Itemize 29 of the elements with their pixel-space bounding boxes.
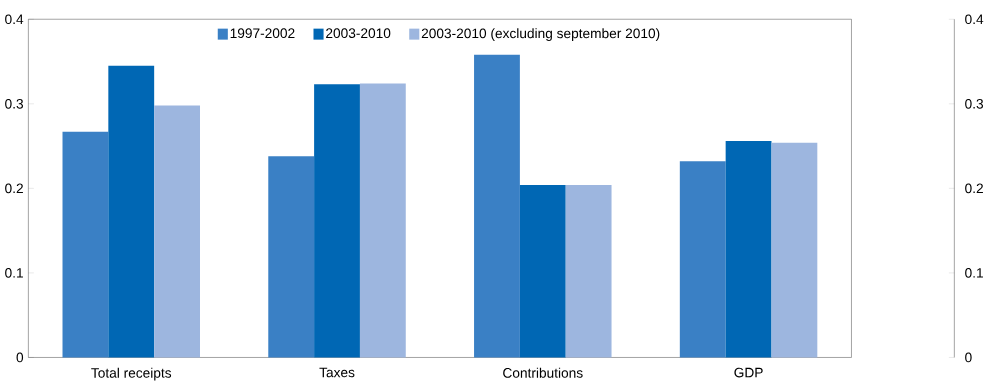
x-tick-label: Contributions — [503, 367, 583, 378]
x-tick-label: Total receipts — [91, 367, 172, 381]
bar — [565, 184, 612, 358]
bar — [474, 54, 520, 358]
y2-tick-label: 0.4 — [965, 14, 984, 24]
x-tick-label: GDP — [734, 367, 763, 378]
y2-tick-label: 0.3 — [965, 98, 984, 109]
y-tick-label: 0.1 — [5, 267, 23, 278]
y2-tick-label: 0.1 — [965, 267, 983, 278]
legend-label: 1997-2002 — [230, 28, 295, 38]
bar — [268, 156, 315, 358]
bar — [771, 142, 818, 358]
bar — [519, 184, 566, 358]
bar — [154, 105, 200, 358]
bar — [725, 140, 772, 358]
bar — [359, 83, 406, 358]
y2-tick-label: 0 — [965, 352, 972, 363]
bar — [108, 65, 155, 358]
bar — [62, 131, 109, 358]
y-tick-label: 0.3 — [5, 98, 24, 109]
bar — [679, 161, 726, 358]
y-tick-label: 0.4 — [5, 14, 24, 24]
y-tick-label: 0.2 — [5, 183, 23, 194]
y-tick-label: 0 — [16, 352, 24, 363]
x-tick-label: Taxes — [319, 367, 355, 378]
legend-label: 2003-2010 (excluding september 2010) — [421, 27, 660, 41]
bar — [314, 84, 360, 358]
legend-label: 2003-2010 — [326, 28, 391, 38]
y2-tick-label: 0.2 — [965, 183, 983, 194]
